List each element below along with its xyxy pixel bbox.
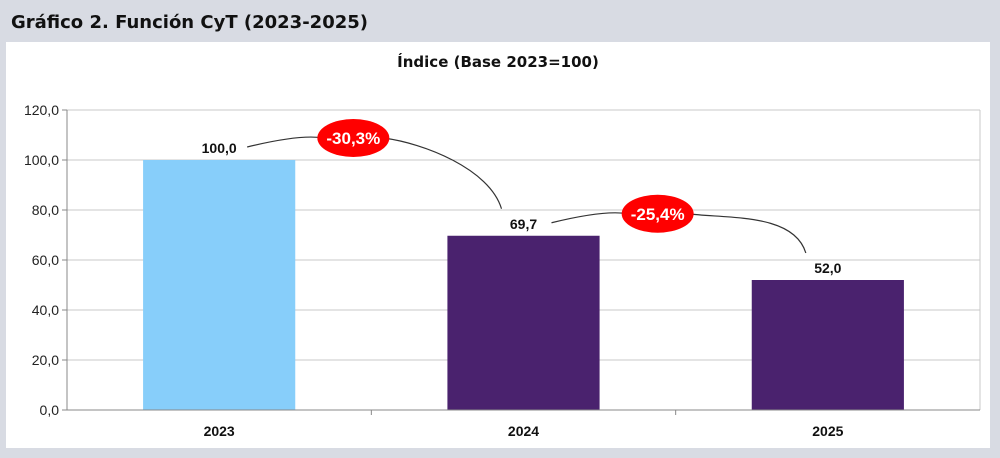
data-label: 100,0 [202, 140, 237, 156]
callout-label: -30,3% [326, 129, 380, 148]
x-tick-label: 2023 [204, 423, 235, 439]
bar-2025 [751, 280, 904, 410]
y-tick-label: 100,0 [24, 152, 59, 168]
data-label: 52,0 [814, 260, 841, 276]
y-tick-label: 120,0 [24, 102, 59, 118]
x-tick-label: 2024 [508, 423, 539, 439]
y-tick-label: 40,0 [32, 302, 59, 318]
bars [143, 160, 904, 410]
labels: 0,0 20,0 40,0 60,0 80,0 100,0 120,0 2023 100,0 20… [24, 102, 844, 439]
y-tick-label: 60,0 [32, 252, 59, 268]
callout-connector [247, 136, 324, 148]
y-tick-label: 0,0 [40, 402, 60, 418]
chart-frame: Índice (Base 2023=100) 0,0 20,0 40,0 60,0 80… [6, 42, 990, 448]
callout-connector [687, 213, 807, 254]
page-title: Gráfico 2. Función CyT (2023-2025) [11, 12, 368, 33]
header-bar: Gráfico 2. Función CyT (2023-2025) [0, 0, 1000, 42]
callout-oval [317, 119, 390, 157]
bar-2024 [447, 235, 600, 410]
chart-title: Índice (Base 2023=100) [397, 52, 599, 71]
annotations: -30,3% -25,4% [247, 119, 807, 254]
bar-chart: Índice (Base 2023=100) 0,0 20,0 40,0 60,0 80… [24, 52, 981, 439]
y-tick-label: 80,0 [32, 202, 59, 218]
callout-connector [551, 212, 628, 224]
callout-label: -25,4% [631, 205, 685, 224]
axes [62, 109, 980, 415]
x-tick-label: 2025 [812, 423, 843, 439]
y-tick-label: 20,0 [32, 352, 59, 368]
callout-oval [621, 194, 694, 233]
callout-connector [383, 137, 503, 209]
bar-2023 [143, 160, 296, 410]
data-label: 69,7 [510, 216, 537, 232]
